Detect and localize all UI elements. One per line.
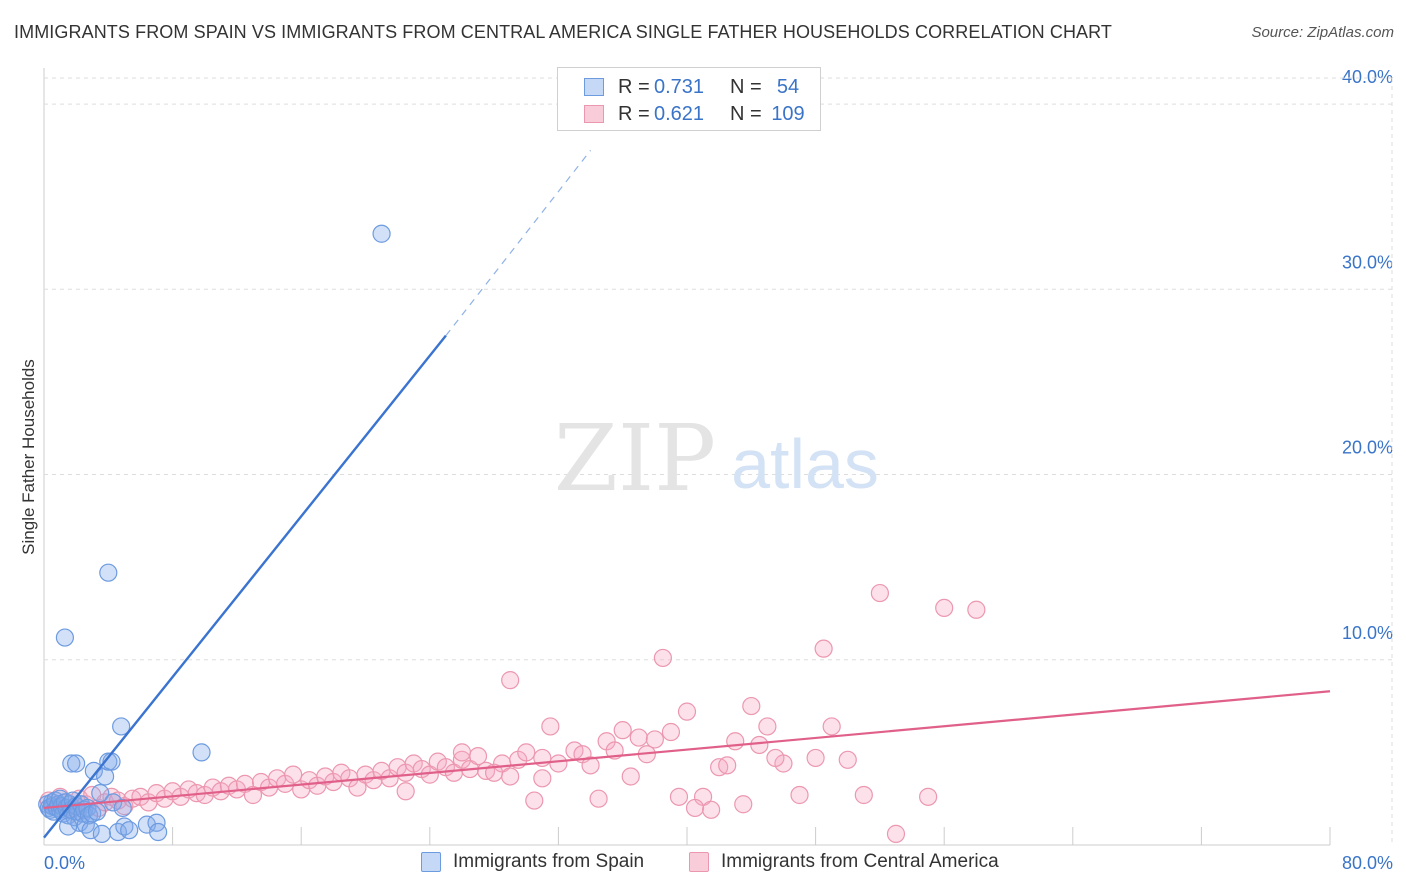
point-spain: [59, 817, 78, 836]
point-central-america: [766, 748, 785, 768]
series-label-central-america: Immigrants from Central America: [721, 851, 999, 872]
point-central-america: [653, 648, 672, 668]
point-spain: [113, 798, 132, 818]
series-label-spain: Immigrants from Spain: [453, 851, 645, 872]
point-central-america: [613, 721, 632, 740]
series-legend: Immigrants from Spain Immigrants from Ce…: [0, 851, 1406, 877]
legend-r-label: R =: [618, 75, 650, 98]
point-central-america: [806, 748, 825, 768]
point-central-america: [501, 767, 520, 786]
point-spain: [112, 717, 131, 736]
point-central-america: [919, 787, 938, 806]
point-central-america: [621, 767, 640, 786]
correlation-legend: R = 0.731 N = 54 R = 0.621 N = 109: [557, 67, 821, 131]
point-spain: [55, 628, 74, 647]
watermark-zip: ZIP: [554, 405, 716, 512]
point-central-america: [854, 785, 873, 805]
point-spain: [91, 784, 110, 803]
point-central-america: [661, 722, 681, 742]
point-central-america: [501, 671, 520, 690]
legend-swatch-spain: [584, 78, 604, 96]
point-central-america: [468, 746, 488, 766]
point-central-america: [669, 787, 689, 806]
legend-n-label: N =: [730, 102, 762, 125]
point-spain: [149, 822, 168, 842]
point-central-america: [734, 795, 753, 814]
point-central-america: [726, 732, 745, 751]
point-central-america: [685, 798, 705, 818]
x-tick-label: 0.0%: [44, 853, 85, 873]
legend-r-label: R =: [618, 102, 650, 125]
point-central-america: [533, 769, 552, 788]
legend-r-value: 0.731: [654, 75, 705, 98]
point-central-america: [838, 750, 857, 769]
trend-line-spain: [43, 334, 447, 839]
y-axis-label: Single Father Households: [19, 359, 38, 555]
point-spain: [192, 743, 211, 762]
x-tick-label: 80.0%: [1342, 853, 1393, 873]
point-spain: [92, 824, 111, 843]
y-tick-label: 30.0%: [1342, 252, 1393, 272]
series-swatch-central-america: [689, 852, 709, 872]
point-spain: [147, 813, 166, 832]
legend-row-central-america: R = 0.621 N = 109: [584, 102, 808, 126]
legend-r-value: 0.621: [654, 102, 705, 125]
point-central-america: [549, 754, 568, 773]
trend-line-spain-extension: [445, 150, 592, 336]
point-central-america: [967, 600, 986, 619]
trend-line-central-america: [43, 690, 1331, 810]
point-spain: [87, 802, 107, 821]
point-spain: [62, 754, 81, 773]
series-legend-spain[interactable]: Immigrants from Spain: [421, 851, 644, 873]
point-spain: [372, 224, 391, 243]
point-central-america: [718, 756, 737, 775]
point-central-america: [517, 743, 536, 762]
source-credit: Source: ZipAtlas.com: [1251, 24, 1394, 41]
point-central-america: [589, 789, 608, 808]
point-central-america: [742, 696, 761, 716]
point-central-america: [243, 785, 263, 805]
chart-title: IMMIGRANTS FROM SPAIN VS IMMIGRANTS FROM…: [14, 22, 1113, 42]
point-central-america: [284, 765, 303, 784]
point-spain: [120, 821, 139, 840]
point-central-america: [452, 743, 472, 762]
point-central-america: [886, 824, 906, 843]
point-central-america: [645, 730, 664, 749]
point-central-america: [790, 785, 809, 805]
y-tick-label: 20.0%: [1342, 438, 1393, 458]
point-spain: [67, 754, 86, 773]
y-tick-label: 10.0%: [1342, 623, 1393, 643]
point-central-america: [750, 735, 769, 755]
legend-row-spain: R = 0.731 N = 54: [584, 75, 808, 99]
y-tick-label: 40.0%: [1342, 67, 1393, 87]
legend-swatch-central-america: [584, 105, 604, 123]
point-central-america: [758, 717, 777, 736]
point-spain: [84, 761, 103, 781]
point-central-america: [541, 717, 560, 736]
point-central-america: [525, 791, 544, 810]
legend-n-label: N =: [730, 75, 762, 98]
point-central-america: [822, 717, 841, 736]
point-spain: [99, 563, 118, 582]
legend-n-value: 54: [776, 75, 800, 98]
point-central-america: [870, 583, 890, 603]
series-swatch-spain: [421, 852, 441, 872]
watermark-atlas: atlas: [731, 425, 879, 503]
point-central-america: [629, 728, 648, 747]
legend-n-value: 109: [771, 102, 805, 125]
point-central-america: [581, 756, 600, 775]
point-central-america: [935, 598, 954, 618]
point-central-america: [814, 639, 833, 658]
point-central-america: [396, 782, 415, 801]
series-legend-central-america[interactable]: Immigrants from Central America: [689, 851, 999, 873]
point-central-america: [702, 800, 721, 819]
point-central-america: [677, 702, 697, 721]
